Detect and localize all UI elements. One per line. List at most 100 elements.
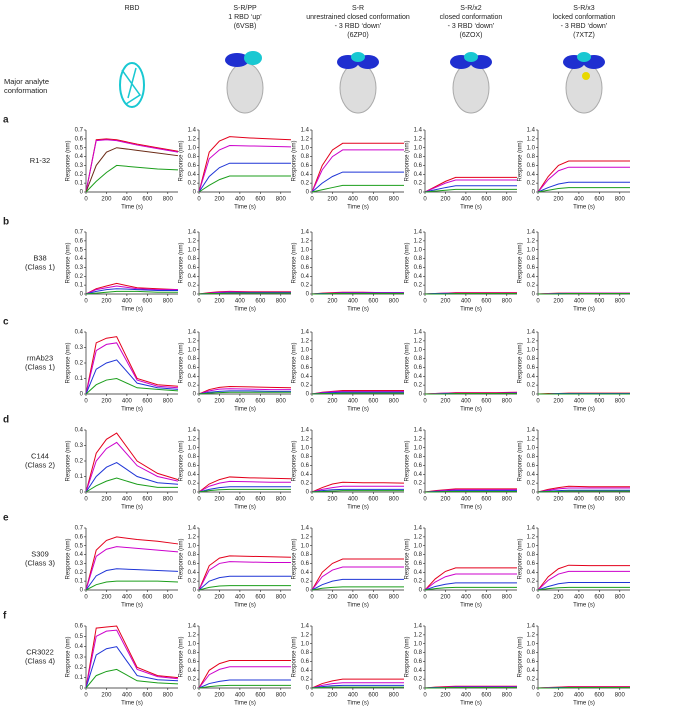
x-tick-label: 400 — [122, 197, 133, 203]
row-header: Major analyte — [4, 77, 49, 86]
y-axis-label: Response (nm) — [518, 440, 524, 481]
x-tick-label: 200 — [553, 595, 564, 601]
response-curve — [198, 585, 291, 591]
row-label: (Class 1) — [25, 262, 56, 271]
y-tick-label: 1.2 — [301, 534, 310, 540]
x-axis-label: Time (s) — [573, 603, 595, 609]
x-tick-label: 400 — [574, 299, 585, 305]
x-tick-label: 600 — [255, 497, 266, 503]
x-tick-label: 400 — [574, 399, 585, 405]
x-tick-label: 400 — [348, 693, 359, 699]
y-tick-label: 1.0 — [188, 445, 197, 451]
y-tick-label: 0.4 — [301, 274, 310, 280]
y-axis-label: Response (nm) — [179, 140, 185, 181]
y-tick-label: 0.2 — [301, 181, 310, 187]
row-label: (Class 4) — [25, 656, 56, 665]
x-axis-label: Time (s) — [573, 407, 595, 413]
column-header: closed conformation — [440, 14, 503, 21]
y-tick-label: 0.6 — [301, 463, 310, 469]
x-axis-label: Time (s) — [460, 505, 482, 511]
response-curve — [537, 564, 630, 591]
x-tick-label: 200 — [214, 497, 225, 503]
y-tick-label: 0.3 — [75, 561, 84, 567]
y-tick-label: 0.8 — [414, 256, 423, 262]
y-tick-label: 0 — [532, 490, 536, 496]
y-tick-label: 0.2 — [414, 579, 423, 585]
y-tick-label: 0.6 — [75, 136, 84, 142]
y-tick-label: 0.6 — [527, 463, 536, 469]
x-axis-label: Time (s) — [121, 701, 143, 707]
response-curve — [85, 138, 179, 193]
y-tick-label: 0 — [306, 392, 310, 398]
y-tick-label: 0.8 — [414, 552, 423, 558]
x-tick-label: 600 — [368, 399, 379, 405]
response-curve — [198, 476, 292, 493]
x-tick-label: 600 — [368, 299, 379, 305]
x-axis-label: Time (s) — [573, 307, 595, 313]
response-curve — [85, 359, 179, 395]
y-tick-label: 0.4 — [414, 668, 423, 674]
response-curve — [424, 179, 517, 193]
y-tick-label: 1.2 — [301, 238, 310, 244]
y-tick-label: 0 — [80, 490, 84, 496]
y-tick-label: 0.2 — [414, 383, 423, 389]
y-tick-label: 0.6 — [301, 659, 310, 665]
x-tick-label: 0 — [310, 497, 314, 503]
y-tick-label: 0.2 — [414, 677, 423, 683]
y-tick-label: 0.4 — [75, 154, 84, 160]
response-curve — [537, 187, 630, 193]
y-axis-label: Response (nm) — [518, 342, 524, 383]
y-tick-label: 1.0 — [301, 543, 310, 549]
x-tick-label: 400 — [461, 497, 472, 503]
x-axis-label: Time (s) — [347, 307, 369, 313]
y-axis-label: Response (nm) — [179, 538, 185, 579]
y-tick-label: 1.4 — [414, 230, 423, 236]
y-tick-label: 0.8 — [301, 552, 310, 558]
y-tick-label: 0 — [80, 292, 84, 298]
y-tick-label: 1.4 — [527, 330, 536, 336]
y-tick-label: 1.0 — [414, 347, 423, 353]
response-curve — [537, 166, 630, 193]
panel-letter: f — [3, 611, 7, 622]
y-tick-label: 1.2 — [414, 534, 423, 540]
row-label: rmAb23 — [27, 353, 53, 362]
response-curve — [311, 142, 404, 193]
y-tick-label: 0.3 — [75, 265, 84, 271]
y-tick-label: 0.6 — [527, 265, 536, 271]
x-axis-label: Time (s) — [121, 307, 143, 313]
x-axis-label: Time (s) — [121, 603, 143, 609]
y-tick-label: 1.2 — [414, 238, 423, 244]
x-tick-label: 0 — [423, 197, 427, 203]
x-axis-label: Time (s) — [234, 205, 256, 211]
y-axis-label: Response (nm) — [518, 140, 524, 181]
x-axis-label: Time (s) — [573, 505, 595, 511]
row-label: (Class 2) — [25, 460, 56, 469]
x-tick-label: 0 — [84, 299, 88, 305]
response-curve — [198, 555, 292, 591]
response-curve — [424, 582, 517, 591]
y-tick-label: 0.2 — [301, 283, 310, 289]
y-tick-label: 0.3 — [75, 655, 84, 661]
response-curve — [85, 290, 178, 295]
x-tick-label: 600 — [594, 299, 605, 305]
x-tick-label: 600 — [594, 595, 605, 601]
y-tick-label: 0.8 — [188, 552, 197, 558]
y-tick-label: 0 — [306, 292, 310, 298]
y-tick-label: 0.8 — [188, 256, 197, 262]
response-curve — [537, 490, 630, 493]
y-axis-label: Response (nm) — [66, 636, 72, 677]
x-tick-label: 400 — [122, 399, 133, 405]
y-tick-label: 0.8 — [414, 454, 423, 460]
y-tick-label: 0.6 — [188, 265, 197, 271]
row-label: R1-32 — [30, 156, 50, 165]
x-tick-label: 0 — [536, 693, 540, 699]
x-axis-label: Time (s) — [121, 505, 143, 511]
y-tick-label: 0.2 — [188, 383, 197, 389]
y-tick-label: 1.2 — [188, 534, 197, 540]
y-tick-label: 0 — [80, 588, 84, 594]
y-axis-label: Response (nm) — [292, 440, 298, 481]
x-tick-label: 600 — [142, 399, 153, 405]
response-curve — [537, 485, 630, 493]
y-tick-label: 0.4 — [188, 472, 197, 478]
spike-structure — [337, 52, 379, 114]
